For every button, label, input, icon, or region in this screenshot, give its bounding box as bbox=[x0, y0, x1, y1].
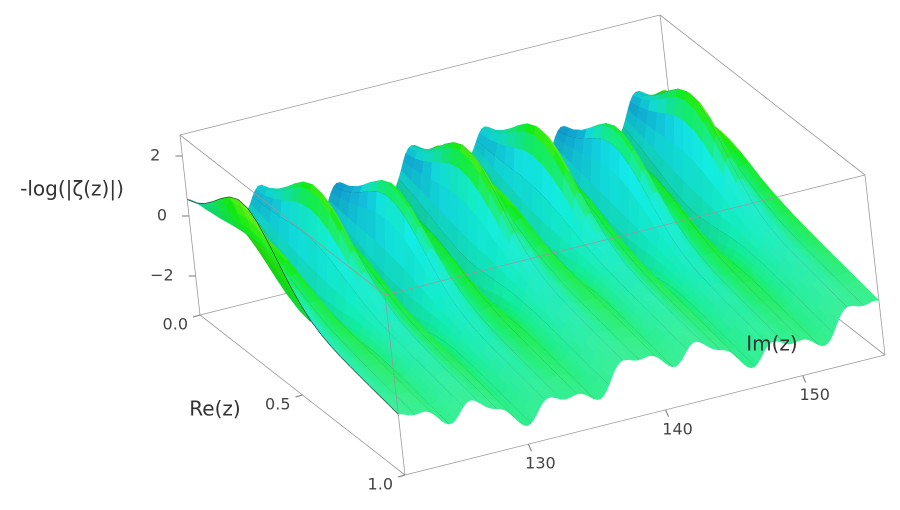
x-tick-label: 0.0 bbox=[163, 315, 188, 334]
z-tick-label: −2 bbox=[150, 266, 174, 285]
z-axis-label: -log(|ζ(z)|) bbox=[20, 177, 124, 201]
box-edge bbox=[659, 14, 866, 176]
y-tick bbox=[527, 443, 532, 452]
y-tick bbox=[802, 375, 807, 383]
mesh-line bbox=[187, 199, 197, 204]
x-tick-label: 1.0 bbox=[368, 475, 393, 494]
y-axis-label: Im(z) bbox=[746, 332, 797, 356]
surface-patch bbox=[665, 96, 676, 117]
x-tick bbox=[192, 314, 201, 318]
z-tick-label: 2 bbox=[150, 146, 160, 165]
y-tick-label: 150 bbox=[799, 385, 830, 404]
box-edge bbox=[864, 174, 886, 356]
surface-patch bbox=[357, 191, 369, 210]
box-edge bbox=[179, 14, 661, 136]
surface-patch bbox=[514, 131, 526, 151]
x-axis-label: Re(z) bbox=[189, 397, 240, 421]
y-tick bbox=[665, 409, 670, 418]
z-tick-label: 0 bbox=[157, 206, 167, 225]
box-edge bbox=[179, 134, 201, 316]
x-tick bbox=[295, 394, 303, 398]
y-tick-label: 140 bbox=[662, 419, 693, 438]
y-tick-label: 130 bbox=[525, 454, 556, 473]
x-tick-label: 0.5 bbox=[265, 395, 290, 414]
surface bbox=[187, 88, 880, 426]
x-tick bbox=[397, 474, 406, 478]
